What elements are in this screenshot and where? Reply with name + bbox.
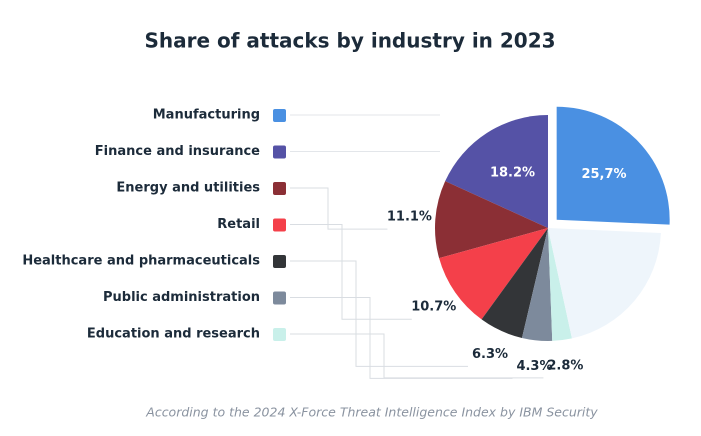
data-label: 25,7% [581, 167, 626, 182]
chart-title: Share of attacks by industry in 2023 [144, 29, 555, 53]
legend-swatch [273, 109, 286, 122]
legend-swatch [273, 145, 286, 159]
connector-line [290, 187, 388, 230]
data-label: 18.2% [490, 165, 535, 180]
pie-slice [521, 228, 553, 341]
pie-slice [548, 228, 661, 339]
data-label: 2.8% [547, 358, 583, 373]
connector-line [290, 260, 469, 367]
pie-slice [439, 228, 548, 320]
legend-label: Public administration [103, 290, 260, 305]
legend-label: Education and research [87, 327, 260, 342]
pie-slice [435, 181, 548, 259]
data-label: 6.3% [472, 347, 508, 362]
legend-label: Healthcare and pharmaceuticals [22, 254, 260, 269]
legend-swatch [273, 182, 286, 195]
source-note: According to the 2024 X-Force Threat Int… [145, 405, 598, 420]
data-label: 4.3% [516, 359, 552, 374]
legend-swatch [273, 218, 286, 232]
legend-swatch [273, 255, 286, 268]
pie-slice [548, 228, 572, 341]
pie-slice [481, 228, 548, 338]
pie-slice [445, 115, 548, 228]
legend-label: Retail [217, 217, 260, 232]
legend-swatch [273, 328, 286, 341]
legend-label: Manufacturing [153, 108, 260, 123]
data-label: 10.7% [411, 300, 456, 315]
legend-label: Energy and utilities [116, 181, 260, 196]
connector-line [290, 224, 412, 320]
connector-line [290, 333, 544, 379]
pie-slice [556, 106, 670, 225]
legend-label: Finance and insurance [95, 144, 260, 159]
legend-swatch [273, 291, 286, 305]
data-label: 11.1% [387, 210, 432, 225]
